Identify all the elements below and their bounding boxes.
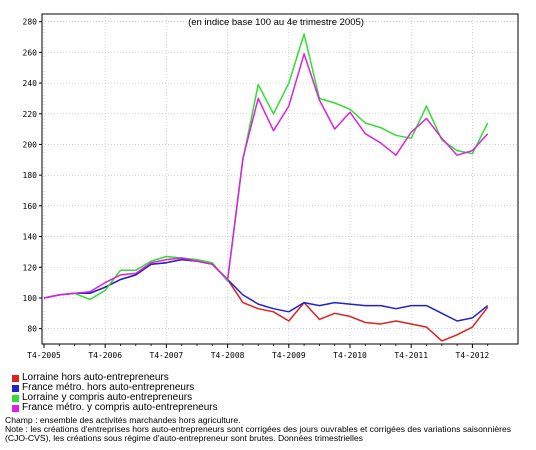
legend-label: France métro. hors auto-entrepreneurs: [22, 382, 195, 393]
legend-item-1: Lorraine hors auto-entrepreneurs: [12, 373, 218, 383]
y-tick-label: 160: [23, 202, 38, 211]
x-tick-label: T4-2010: [333, 351, 367, 360]
y-tick-label: 200: [23, 140, 38, 149]
series-lines: [43, 33, 489, 342]
legend-item-2: France métro. hors auto-entrepreneurs: [12, 383, 218, 393]
y-tick-label: 140: [23, 233, 38, 242]
x-tick-label: T4-2007: [150, 351, 184, 360]
legend-swatch: [12, 384, 19, 392]
x-tick-label: T4-2011: [394, 351, 428, 360]
legend-item-3: Lorraine y compris auto-entrepreneurs: [12, 393, 218, 403]
y-tick-label: 260: [23, 48, 38, 57]
legend-item-4: France métro. y compris auto-entrepreneu…: [12, 403, 218, 413]
series-line-3: [43, 33, 489, 301]
chart-notes: Champ : ensemble des activités marchande…: [5, 416, 533, 443]
y-tick-label: 220: [23, 110, 38, 119]
y-tick-label: 180: [23, 171, 38, 180]
x-tick-label: T4-2008: [211, 351, 245, 360]
y-tick-label: 120: [23, 263, 38, 272]
y-tick-label: 240: [23, 79, 38, 88]
legend-swatch: [12, 394, 19, 402]
legend: Lorraine hors auto-entrepreneurs France m…: [12, 373, 218, 413]
grid-lines: [42, 14, 518, 344]
series-line-4: [43, 53, 489, 299]
series-line-2: [43, 258, 489, 322]
y-tick-label: 80: [27, 325, 37, 334]
chart-subtitle: (en indice base 100 au 4e trimestre 2005…: [188, 17, 364, 28]
legend-swatch: [12, 374, 19, 382]
plot-area: [41, 13, 519, 345]
line-chart: T4-2005 T4-2006 T4-2007 T4-2008 T4-2009 T4-20…: [23, 13, 519, 360]
y-tick-label: 100: [23, 294, 38, 303]
methodology-note: Note : les créations d'entreprises hors …: [5, 424, 512, 443]
y-axis: 80 100 120 140 160 180 200 220 240 260 280: [23, 18, 42, 334]
legend-label: France métro. y compris auto-entrepreneu…: [22, 402, 218, 413]
x-axis: T4-2005 T4-2006 T4-2007 T4-2008 T4-2009 T4-20…: [27, 344, 489, 360]
x-tick-label: T4-2009: [272, 351, 306, 360]
y-tick-label: 280: [23, 18, 38, 27]
x-tick-label: T4-2012: [456, 351, 490, 360]
legend-swatch: [12, 404, 19, 412]
legend-label: Lorraine y compris auto-entrepreneurs: [22, 392, 193, 403]
x-tick-label: T4-2006: [88, 351, 122, 360]
champ-note: Champ : ensemble des activités marchande…: [5, 415, 241, 425]
x-tick-label: T4-2005: [27, 351, 61, 360]
legend-label: Lorraine hors auto-entrepreneurs: [22, 372, 169, 383]
